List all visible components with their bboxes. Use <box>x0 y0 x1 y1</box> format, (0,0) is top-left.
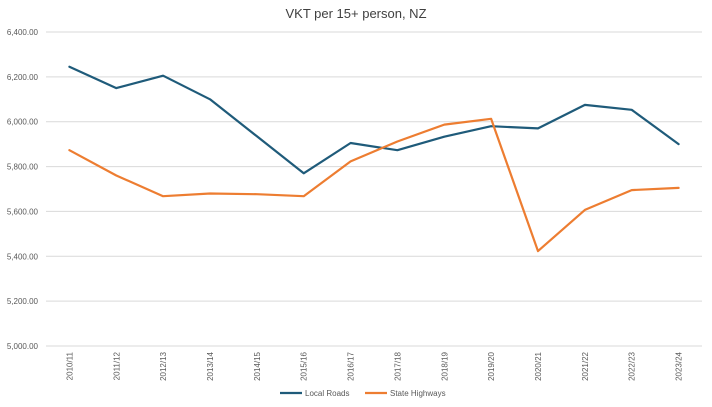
legend: Local Roads State Highways <box>280 389 446 398</box>
y-axis-ticks: 5,000.00 5,200.00 5,400.00 5,600.00 5,800.00… <box>7 28 39 351</box>
x-tick-label: 2020/21 <box>534 351 543 380</box>
y-tick-label: 6,400.00 <box>7 28 39 37</box>
chart-title: VKT per 15+ person, NZ <box>285 6 426 21</box>
y-tick-label: 5,000.00 <box>7 342 39 351</box>
y-tick-label: 5,400.00 <box>7 252 39 261</box>
x-tick-label: 2019/20 <box>487 351 496 380</box>
x-tick-label: 2011/12 <box>112 351 121 380</box>
series-line-state-highways <box>68 117 680 253</box>
x-tick-label: 2013/14 <box>206 351 215 380</box>
legend-label: State Highways <box>390 389 446 398</box>
series-line-local-roads <box>68 65 680 175</box>
x-tick-label: 2023/24 <box>675 351 684 380</box>
legend-label: Local Roads <box>305 389 349 398</box>
y-tick-label: 6,200.00 <box>7 73 39 82</box>
x-tick-label: 2021/22 <box>581 351 590 380</box>
y-tick-label: 6,000.00 <box>7 118 39 127</box>
x-tick-label: 2010/11 <box>65 351 74 380</box>
x-tick-label: 2017/18 <box>393 351 402 380</box>
x-tick-label: 2018/19 <box>440 351 449 380</box>
x-tick-label: 2014/15 <box>253 351 262 380</box>
series-lines <box>68 65 680 253</box>
x-axis-ticks: 2010/11 2011/12 2012/13 2013/14 2014/15 2015/… <box>65 351 683 380</box>
y-tick-label: 5,800.00 <box>7 163 39 172</box>
x-tick-label: 2022/23 <box>628 351 637 380</box>
x-tick-label: 2012/13 <box>159 351 168 380</box>
y-tick-label: 5,600.00 <box>7 207 39 216</box>
x-tick-label: 2016/17 <box>347 351 356 380</box>
y-tick-label: 5,200.00 <box>7 297 39 306</box>
x-tick-label: 2015/16 <box>300 351 309 380</box>
